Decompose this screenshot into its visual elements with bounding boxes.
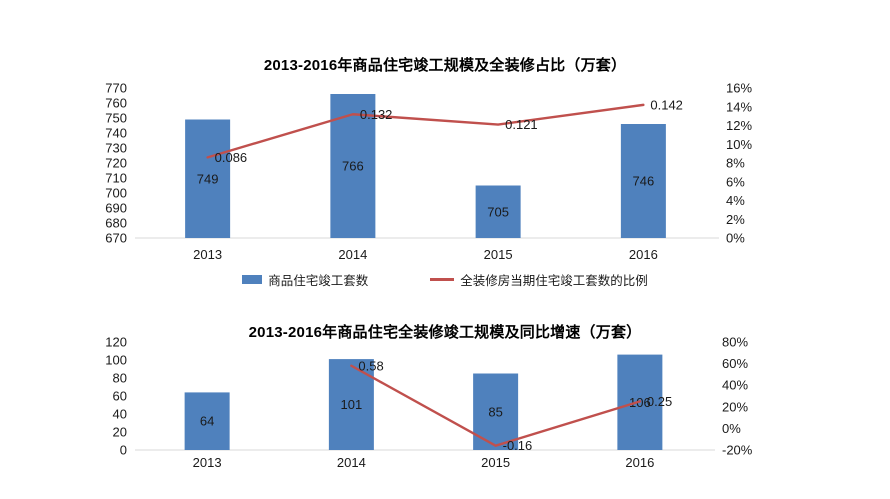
bar bbox=[475, 185, 521, 238]
right-axis-tick-label: 0% bbox=[722, 421, 741, 436]
right-axis-tick-label: 20% bbox=[722, 399, 748, 414]
left-axis-tick-label: 670 bbox=[105, 231, 127, 246]
line-value-label: 0.121 bbox=[505, 117, 538, 132]
bar-value-label: 85 bbox=[488, 404, 502, 419]
left-axis-tick-label: 770 bbox=[105, 81, 127, 96]
bar bbox=[185, 119, 231, 238]
line-value-label: -0.16 bbox=[503, 438, 533, 453]
right-axis-tick-label: 2% bbox=[726, 212, 745, 227]
right-axis-tick-label: 14% bbox=[726, 99, 752, 114]
right-axis-tick-label: 10% bbox=[726, 137, 752, 152]
left-axis-tick-label: 40 bbox=[113, 407, 127, 422]
bar-value-label: 746 bbox=[633, 174, 655, 189]
left-axis-tick-label: 710 bbox=[105, 171, 127, 186]
left-axis-tick-label: 700 bbox=[105, 186, 127, 201]
left-axis-tick-label: 120 bbox=[105, 335, 127, 350]
line-value-label: 0.142 bbox=[650, 97, 683, 112]
category-label: 2016 bbox=[625, 455, 654, 470]
left-axis-tick-label: 100 bbox=[105, 353, 127, 368]
chart-legend: 商品住宅竣工套数 全装修房当期住宅竣工套数的比例 bbox=[0, 270, 890, 288]
category-label: 2013 bbox=[193, 247, 222, 262]
legend-label: 商品住宅竣工套数 bbox=[268, 273, 369, 288]
legend-label: 全装修房当期住宅竣工套数的比例 bbox=[460, 273, 648, 288]
right-axis-tick-label: 8% bbox=[726, 156, 745, 171]
right-axis-tick-label: 4% bbox=[726, 193, 745, 208]
left-axis-tick-label: 0 bbox=[120, 443, 127, 458]
right-axis-tick-label: 60% bbox=[722, 356, 748, 371]
chart-completion-and-full-decoration-share: 2013-2016年商品住宅竣工规模及全装修占比（万套） 770 760 750 74… bbox=[0, 57, 890, 288]
line-value-label: 0.132 bbox=[360, 107, 393, 122]
category-label: 2015 bbox=[484, 247, 513, 262]
category-label: 2015 bbox=[481, 455, 510, 470]
left-axis-tick-label: 730 bbox=[105, 141, 127, 156]
right-axis-tick-label: 0% bbox=[726, 231, 745, 246]
left-axis-tick-label: 690 bbox=[105, 201, 127, 216]
left-axis-tick-label: 720 bbox=[105, 156, 127, 171]
bar-series-swatch-icon bbox=[242, 274, 263, 284]
category-label: 2014 bbox=[338, 247, 367, 262]
legend-item-line-series: 全装修房当期住宅竣工套数的比例 bbox=[430, 270, 648, 289]
chart-title: 2013-2016年商品住宅全装修竣工规模及同比增速（万套） bbox=[248, 324, 642, 341]
left-axis-tick-label: 80 bbox=[113, 371, 127, 386]
bar-value-label: 749 bbox=[197, 171, 219, 186]
right-axis-tick-label: 80% bbox=[722, 335, 748, 350]
right-axis-tick-label: -20% bbox=[722, 443, 753, 458]
line-value-label: 0.25 bbox=[647, 394, 672, 409]
line-path bbox=[206, 103, 645, 159]
left-axis-tick-label: 60 bbox=[113, 389, 127, 404]
right-axis-tick-label: 16% bbox=[726, 81, 752, 96]
chart-plot-area: 120 100 80 60 40 20 0 80% 60% 40% 20% 0% -20% 2013 201… bbox=[105, 335, 753, 471]
bar-value-label: 101 bbox=[341, 397, 363, 412]
left-axis-tick-label: 750 bbox=[105, 111, 127, 126]
left-axis-tick-label: 20 bbox=[113, 425, 127, 440]
right-axis-tick-label: 12% bbox=[726, 118, 752, 133]
left-axis-tick-label: 680 bbox=[105, 216, 127, 231]
line-value-label: 0.58 bbox=[358, 358, 383, 373]
chart-full-decoration-scale-and-growth: 2013-2016年商品住宅全装修竣工规模及同比增速（万套） 120 100 80 6… bbox=[0, 300, 890, 499]
left-axis-tick-label: 740 bbox=[105, 126, 127, 141]
category-label: 2016 bbox=[629, 247, 658, 262]
right-axis-tick-label: 40% bbox=[722, 378, 748, 393]
bar bbox=[184, 392, 230, 450]
category-label: 2014 bbox=[337, 455, 366, 470]
category-label: 2013 bbox=[193, 455, 222, 470]
chart-title: 2013-2016年商品住宅竣工规模及全装修占比（万套） bbox=[263, 57, 627, 74]
right-axis-tick-label: 6% bbox=[726, 174, 745, 189]
line-path bbox=[350, 364, 642, 447]
bar-value-label: 705 bbox=[487, 204, 509, 219]
left-axis-tick-label: 760 bbox=[105, 96, 127, 111]
line-series-swatch-icon bbox=[430, 277, 455, 281]
bar-value-label: 766 bbox=[342, 159, 364, 174]
line-value-label: 0.086 bbox=[215, 150, 248, 165]
bar bbox=[620, 124, 666, 238]
legend-item-bar-series: 商品住宅竣工套数 bbox=[242, 270, 368, 289]
bar-value-label: 64 bbox=[200, 414, 214, 429]
